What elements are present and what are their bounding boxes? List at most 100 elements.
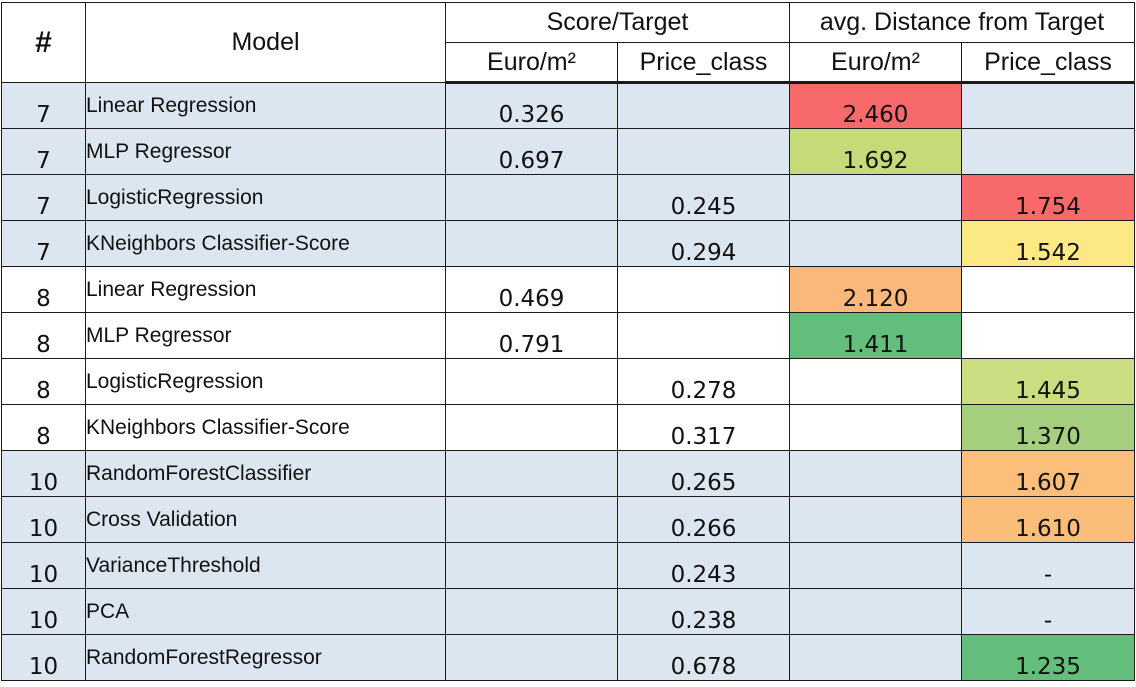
row-number-cell: 10 <box>1 450 86 497</box>
row-number-cell: 7 <box>1 220 86 267</box>
distance-price-class-cell <box>960 312 1136 359</box>
score-price-class-cell <box>617 312 790 359</box>
score-euro-cell <box>445 450 618 497</box>
score-euro-cell <box>445 496 618 543</box>
model-name-cell: LogisticRegression <box>85 358 446 405</box>
distance-euro-cell <box>789 174 962 221</box>
model-name-cell: Cross Validation <box>85 496 446 543</box>
row-number-cell: 7 <box>1 82 86 129</box>
distance-price-class-cell <box>960 82 1136 129</box>
table-row: 8 Linear Regression 0.469 2.120 <box>1 266 1136 313</box>
score-euro-cell <box>445 542 618 589</box>
header-distance-price-class: Price_class <box>960 42 1136 84</box>
model-name-cell: LogisticRegression <box>85 174 446 221</box>
header-number: # <box>1 2 86 83</box>
row-number-cell: 10 <box>1 542 86 589</box>
distance-euro-cell <box>789 358 962 405</box>
table-row: 7 KNeighbors Classifier-Score 0.294 1.542 <box>1 220 1136 267</box>
distance-price-class-cell: 1.607 <box>960 450 1136 497</box>
score-euro-cell: 0.469 <box>445 266 618 313</box>
score-euro-cell <box>445 588 618 635</box>
distance-euro-cell <box>789 496 962 543</box>
distance-euro-cell: 2.460 <box>789 82 962 129</box>
distance-price-class-cell: 1.370 <box>960 404 1136 451</box>
score-price-class-cell: 0.243 <box>617 542 790 589</box>
score-price-class-cell: 0.238 <box>617 588 790 635</box>
model-name-cell: Linear Regression <box>85 266 446 313</box>
row-number-cell: 10 <box>1 634 86 681</box>
score-price-class-cell: 0.265 <box>617 450 790 497</box>
table-body: 7 Linear Regression 0.326 2.460 7 MLP Regress… <box>1 82 1136 681</box>
distance-price-class-cell: 1.754 <box>960 174 1136 221</box>
score-euro-cell <box>445 220 618 267</box>
score-price-class-cell: 0.317 <box>617 404 790 451</box>
model-name-cell: MLP Regressor <box>85 128 446 175</box>
distance-euro-cell: 1.692 <box>789 128 962 175</box>
distance-price-class-cell: - <box>960 588 1136 635</box>
row-number-cell: 7 <box>1 174 86 221</box>
distance-price-class-cell: - <box>960 542 1136 589</box>
row-number-cell: 10 <box>1 588 86 635</box>
model-name-cell: Linear Regression <box>85 82 446 129</box>
score-price-class-cell <box>617 82 790 129</box>
distance-price-class-cell <box>960 266 1136 313</box>
header-model: Model <box>85 2 446 83</box>
row-number-cell: 7 <box>1 128 86 175</box>
table-row: 8 KNeighbors Classifier-Score 0.317 1.370 <box>1 404 1136 451</box>
distance-euro-cell <box>789 542 962 589</box>
model-name-cell: PCA <box>85 588 446 635</box>
table-header: # Model Score/Target avg. Distance from … <box>1 2 1136 84</box>
score-euro-cell <box>445 174 618 221</box>
distance-price-class-cell: 1.235 <box>960 634 1136 681</box>
model-name-cell: RandomForestRegressor <box>85 634 446 681</box>
table-row: 10 Cross Validation 0.266 1.610 <box>1 496 1136 543</box>
header-score-euro: Euro/m² <box>445 42 618 84</box>
distance-euro-cell <box>789 634 962 681</box>
table-row: 7 MLP Regressor 0.697 1.692 <box>1 128 1136 175</box>
table-row: 7 LogisticRegression 0.245 1.754 <box>1 174 1136 221</box>
distance-euro-cell: 1.411 <box>789 312 962 359</box>
score-price-class-cell: 0.266 <box>617 496 790 543</box>
score-price-class-cell <box>617 266 790 313</box>
model-name-cell: KNeighbors Classifier-Score <box>85 404 446 451</box>
score-euro-cell: 0.697 <box>445 128 618 175</box>
row-number-cell: 8 <box>1 266 86 313</box>
table-row: 8 MLP Regressor 0.791 1.411 <box>1 312 1136 359</box>
header-distance-euro: Euro/m² <box>789 42 962 84</box>
table-row: 7 Linear Regression 0.326 2.460 <box>1 82 1136 129</box>
score-euro-cell <box>445 634 618 681</box>
distance-price-class-cell: 1.445 <box>960 358 1136 405</box>
distance-euro-cell: 2.120 <box>789 266 962 313</box>
header-avg-distance: avg. Distance from Target <box>788 2 1136 43</box>
distance-euro-cell <box>789 450 962 497</box>
distance-euro-cell <box>789 588 962 635</box>
table-row: 10 PCA 0.238 - <box>1 588 1136 635</box>
table-row: 8 LogisticRegression 0.278 1.445 <box>1 358 1136 405</box>
row-number-cell: 8 <box>1 358 86 405</box>
distance-price-class-cell <box>960 128 1136 175</box>
row-number-cell: 8 <box>1 312 86 359</box>
table-row: 10 RandomForestRegressor 0.678 1.235 <box>1 634 1136 681</box>
table-row: 10 VarianceThreshold 0.243 - <box>1 542 1136 589</box>
row-number-cell: 10 <box>1 496 86 543</box>
distance-euro-cell <box>789 220 962 267</box>
score-euro-cell: 0.326 <box>445 82 618 129</box>
score-euro-cell <box>445 358 618 405</box>
score-price-class-cell: 0.278 <box>617 358 790 405</box>
row-number-cell: 8 <box>1 404 86 451</box>
model-name-cell: RandomForestClassifier <box>85 450 446 497</box>
header-score-target: Score/Target <box>445 2 790 43</box>
score-price-class-cell: 0.678 <box>617 634 790 681</box>
header-score-price-class: Price_class <box>617 42 790 84</box>
distance-price-class-cell: 1.610 <box>960 496 1136 543</box>
distance-price-class-cell: 1.542 <box>960 220 1136 267</box>
score-price-class-cell <box>617 128 790 175</box>
score-euro-cell <box>445 404 618 451</box>
score-euro-cell: 0.791 <box>445 312 618 359</box>
model-name-cell: KNeighbors Classifier-Score <box>85 220 446 267</box>
model-name-cell: MLP Regressor <box>85 312 446 359</box>
distance-euro-cell <box>789 404 962 451</box>
table-row: 10 RandomForestClassifier 0.265 1.607 <box>1 450 1136 497</box>
model-name-cell: VarianceThreshold <box>85 542 446 589</box>
score-price-class-cell: 0.245 <box>617 174 790 221</box>
